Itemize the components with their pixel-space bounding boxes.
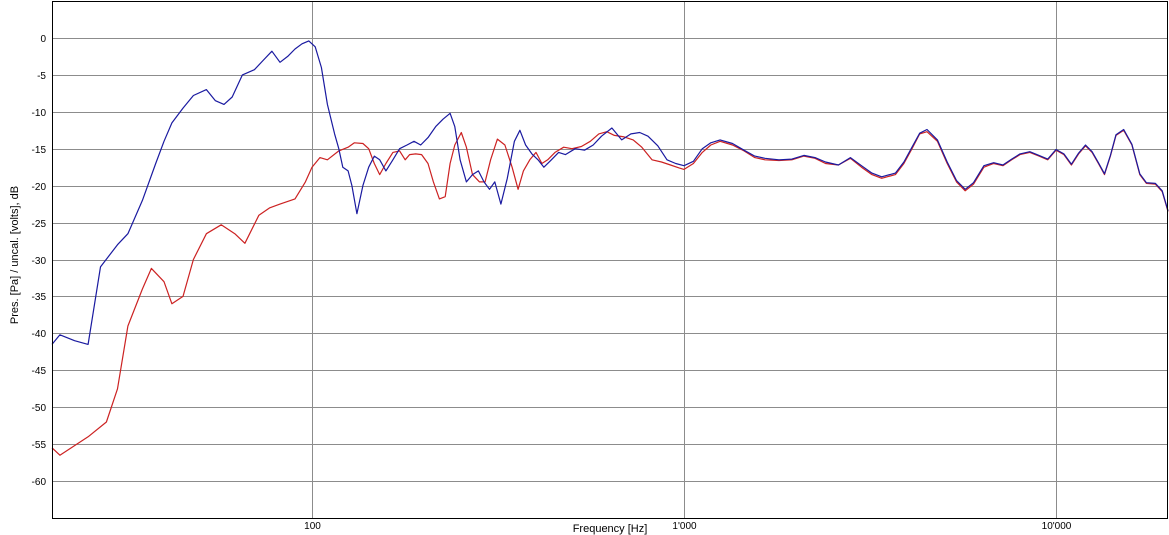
plot-frame xyxy=(52,1,1168,519)
y-tick-label: -20 xyxy=(32,182,47,193)
y-tick-label: -55 xyxy=(32,440,47,451)
y-tick-label: 0 xyxy=(40,34,46,45)
y-tick-label: -25 xyxy=(32,219,47,230)
tick-labels: 0 -5 -10 -15 -20 -25 -30 -35 -40 -45 -50 -55 -60 100 1… xyxy=(32,34,1072,532)
y-tick-label: -50 xyxy=(32,403,47,414)
grid-lines xyxy=(52,1,1168,518)
y-tick-label: -35 xyxy=(32,292,47,303)
x-tick-label: 10'000 xyxy=(1042,521,1072,532)
y-tick-label: -45 xyxy=(32,366,47,377)
series-line-red xyxy=(51,129,1169,456)
y-tick-label: -10 xyxy=(32,108,47,119)
y-tick-label: -40 xyxy=(32,329,47,340)
series-layer xyxy=(51,40,1169,456)
y-tick-label: -15 xyxy=(32,145,47,156)
y-tick-label: -60 xyxy=(32,477,47,488)
x-tick-label: 1'000 xyxy=(672,521,697,532)
y-tick-label: -5 xyxy=(37,71,46,82)
x-axis-label: Frequency [Hz] xyxy=(573,523,648,535)
series-line-blue xyxy=(51,40,1169,345)
x-tick-label: 100 xyxy=(304,521,321,532)
y-tick-label: -30 xyxy=(32,256,47,267)
y-axis-label: Pres. [Pa] / uncal. [volts], dB xyxy=(9,186,21,324)
